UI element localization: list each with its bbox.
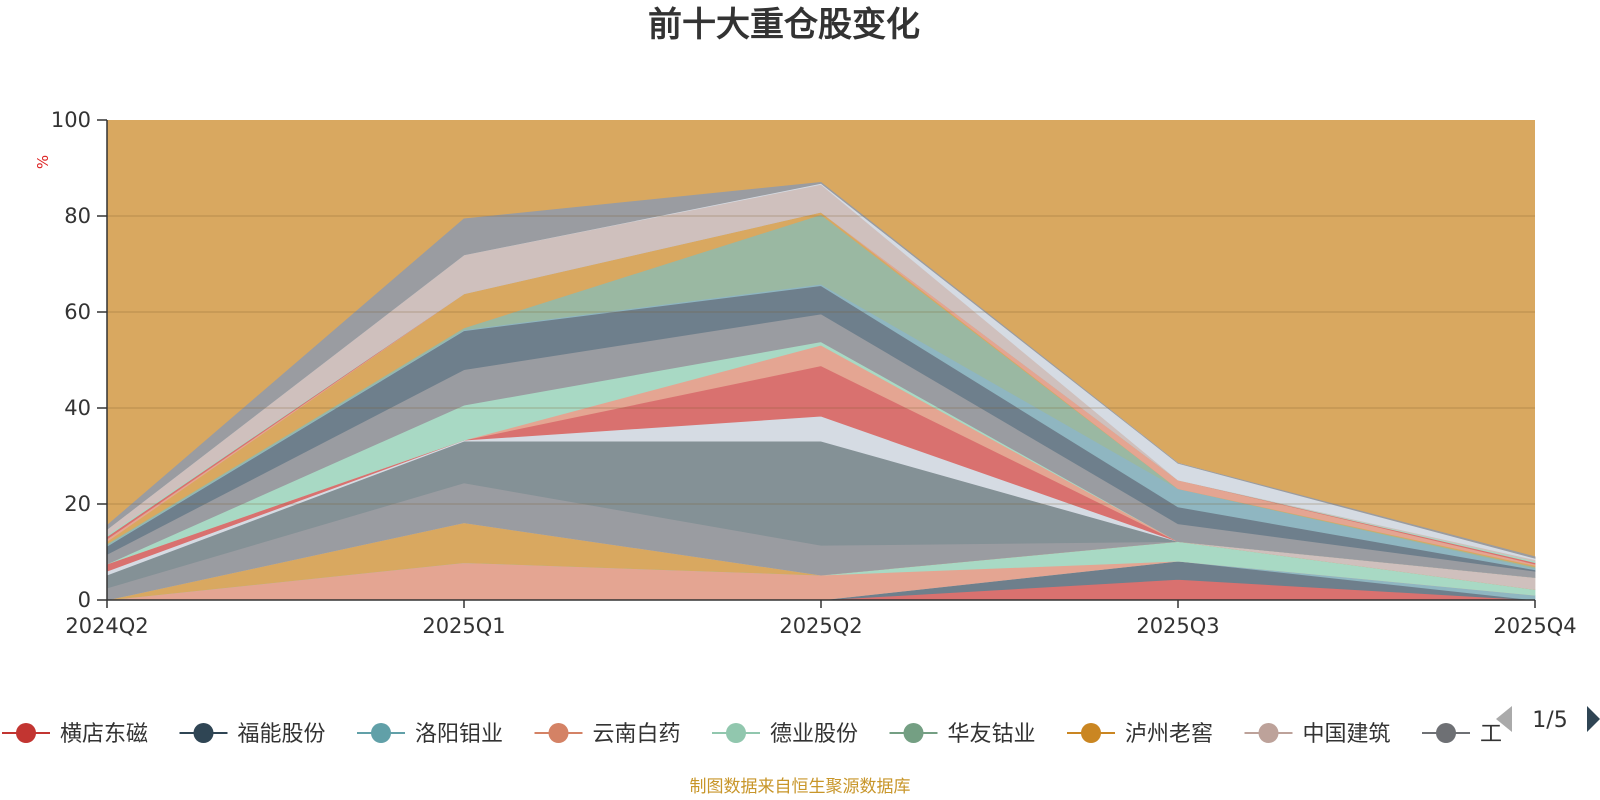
y-tick-label: 80 — [64, 204, 91, 228]
legend-label: 横店东磁 — [60, 722, 148, 747]
legend-marker-icon — [1081, 723, 1101, 743]
legend-label: 华友钴业 — [948, 722, 1036, 747]
x-tick-label: 2024Q2 — [65, 614, 148, 638]
legend-marker-icon — [903, 723, 924, 743]
legend-label: 泸州老窖 — [1125, 722, 1213, 747]
legend-marker-icon — [371, 723, 391, 743]
legend-marker-icon — [726, 723, 746, 743]
legend-item[interactable]: 云南白药 — [534, 722, 681, 747]
legend-marker-icon — [193, 723, 214, 743]
legend-marker-icon — [1436, 723, 1456, 743]
x-tick-label: 2025Q1 — [422, 614, 505, 638]
y-tick-label: 100 — [51, 108, 91, 132]
legend-item[interactable]: 德业股份 — [712, 722, 858, 747]
prev-page-icon[interactable] — [1496, 706, 1512, 732]
source-note: 制图数据来自恒生聚源数据库 — [690, 777, 911, 797]
legend-item[interactable]: 洛阳钼业 — [357, 722, 503, 747]
legend-marker-icon — [16, 723, 36, 743]
legend-item[interactable]: 横店东磁 — [2, 722, 148, 747]
legend-label: 中国建筑 — [1303, 722, 1391, 747]
legend-marker-icon — [548, 723, 569, 743]
x-tick-label: 2025Q4 — [1493, 614, 1576, 638]
legend-label: 工 — [1480, 722, 1502, 747]
next-page-icon[interactable] — [1587, 706, 1600, 732]
x-axis: 2024Q2 2025Q1 2025Q2 2025Q3 2025Q4 — [65, 599, 1577, 638]
legend-item[interactable]: 福能股份 — [179, 722, 326, 747]
x-tick-label: 2025Q2 — [779, 614, 862, 638]
legend-item[interactable]: 华友钴业 — [889, 722, 1036, 747]
legend: 横店东磁 福能股份 洛阳钼业 云南白药 德业股份 华友钴业 泸州老窖 中国建筑 工 — [2, 722, 1502, 747]
y-tick-label: 40 — [64, 396, 91, 420]
y-tick-label: 20 — [64, 492, 91, 516]
legend-label: 云南白药 — [593, 722, 681, 747]
legend-label: 德业股份 — [770, 722, 858, 747]
x-tick-label: 2025Q3 — [1136, 614, 1219, 638]
legend-pager: 1/5 — [1496, 706, 1600, 733]
legend-page-indicator: 1/5 — [1532, 708, 1567, 733]
legend-label: 洛阳钼业 — [415, 722, 503, 747]
legend-item[interactable]: 泸州老窖 — [1067, 722, 1213, 747]
y-tick-label: 0 — [78, 588, 91, 612]
legend-label: 福能股份 — [238, 722, 326, 747]
legend-item[interactable]: 中国建筑 — [1244, 722, 1391, 747]
legend-marker-icon — [1258, 723, 1279, 743]
legend-item[interactable]: 工 — [1422, 722, 1502, 747]
plot-area — [106, 120, 1536, 601]
chart-title: 前十大重仓股变化 — [648, 5, 920, 45]
y-axis: 0 20 40 60 80 100 — [51, 108, 108, 612]
y-tick-label: 60 — [64, 300, 91, 324]
y-axis-unit: % — [34, 155, 52, 169]
area-series-25 — [106, 181, 1536, 559]
